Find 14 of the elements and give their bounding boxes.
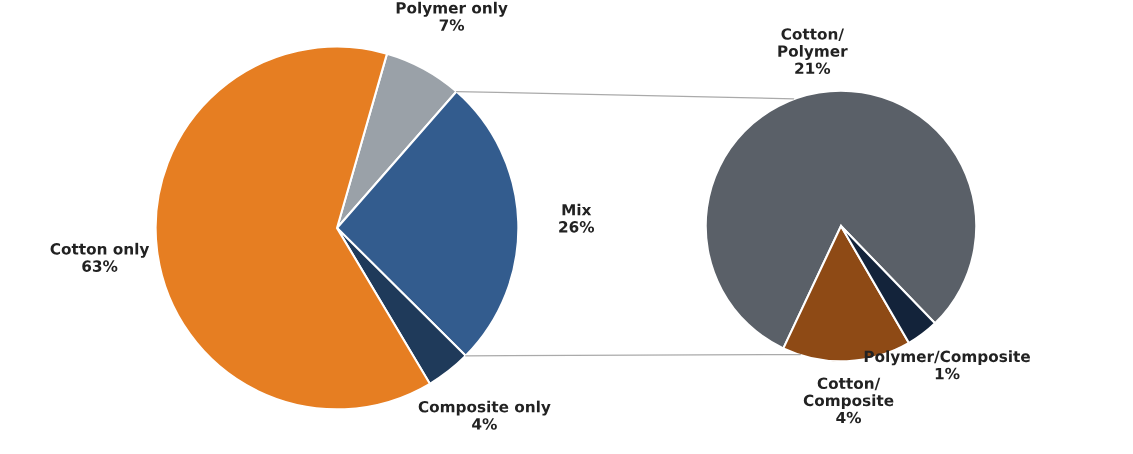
- slice-label: Cotton only: [50, 242, 150, 258]
- data-label: 1%: [935, 367, 960, 380]
- data-label: 4%: [836, 411, 862, 424]
- slice-label: Cotton/ Polymer: [778, 28, 848, 60]
- data-label: 21%: [795, 62, 831, 75]
- data-label: 4%: [472, 418, 497, 430]
- data-label: 26%: [559, 221, 595, 233]
- data-label: 7%: [439, 19, 465, 31]
- slice-label: Mix: [562, 203, 592, 216]
- slice-label: Cotton/ Composite: [803, 377, 894, 410]
- slice-label: Composite only: [418, 400, 551, 416]
- data-label: 63%: [82, 260, 118, 272]
- slice-label: Polymer only: [396, 1, 508, 17]
- slice-label: Polymer/Composite: [864, 350, 1030, 366]
